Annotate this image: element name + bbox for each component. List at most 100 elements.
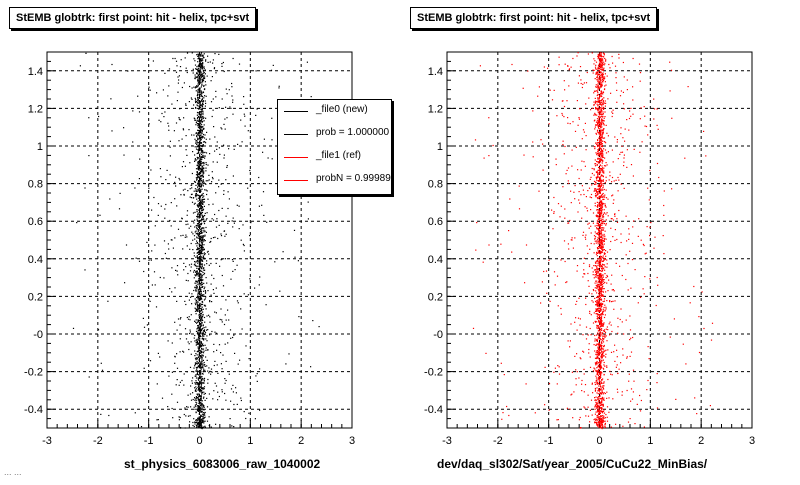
y-tick-label: 0.6 bbox=[428, 216, 443, 228]
data-point bbox=[557, 276, 558, 277]
data-point bbox=[630, 338, 631, 339]
data-point bbox=[198, 112, 199, 113]
y-tick-label: 1.4 bbox=[28, 66, 43, 78]
data-point bbox=[200, 255, 201, 256]
data-point bbox=[204, 413, 205, 414]
data-point bbox=[194, 226, 195, 227]
data-point bbox=[207, 56, 208, 57]
data-point bbox=[163, 89, 164, 90]
data-point bbox=[601, 55, 602, 56]
data-point bbox=[580, 79, 581, 80]
data-point bbox=[196, 144, 197, 145]
data-point bbox=[604, 76, 605, 77]
data-point bbox=[595, 405, 596, 406]
data-point bbox=[199, 313, 200, 314]
data-point bbox=[609, 67, 610, 68]
data-point bbox=[575, 378, 576, 379]
data-point bbox=[160, 176, 161, 177]
y-tick-label: 1 bbox=[37, 141, 43, 153]
data-point bbox=[149, 87, 150, 88]
data-point bbox=[602, 243, 603, 244]
data-point bbox=[200, 102, 201, 103]
data-point bbox=[589, 421, 590, 422]
data-point bbox=[182, 248, 183, 249]
data-point bbox=[199, 299, 200, 300]
data-point bbox=[202, 383, 203, 384]
data-point bbox=[198, 374, 199, 375]
data-point bbox=[597, 255, 598, 256]
data-point bbox=[200, 326, 201, 327]
data-point bbox=[189, 300, 190, 301]
data-point bbox=[597, 316, 598, 317]
data-point bbox=[598, 377, 599, 378]
data-point bbox=[202, 206, 203, 207]
data-point bbox=[196, 69, 197, 70]
data-point bbox=[508, 230, 509, 231]
data-point bbox=[596, 84, 597, 85]
data-point bbox=[216, 149, 217, 150]
data-point bbox=[196, 216, 197, 217]
data-point bbox=[640, 410, 641, 411]
data-point bbox=[200, 157, 201, 158]
data-point bbox=[200, 387, 201, 388]
data-point bbox=[564, 80, 565, 81]
data-point bbox=[226, 380, 227, 381]
data-point bbox=[201, 380, 202, 381]
data-point bbox=[604, 310, 605, 311]
data-point bbox=[601, 223, 602, 224]
data-point bbox=[89, 376, 90, 377]
data-point bbox=[622, 348, 623, 349]
data-point bbox=[298, 260, 299, 261]
data-point bbox=[203, 216, 204, 217]
data-point bbox=[198, 168, 199, 169]
data-point bbox=[194, 338, 195, 339]
data-point bbox=[155, 284, 156, 285]
data-point bbox=[601, 70, 602, 71]
data-point bbox=[201, 170, 202, 171]
data-point bbox=[698, 316, 699, 317]
data-point bbox=[599, 337, 600, 338]
data-point bbox=[205, 291, 206, 292]
data-point bbox=[628, 289, 629, 290]
data-point bbox=[199, 124, 200, 125]
data-point bbox=[221, 363, 222, 364]
data-point bbox=[201, 400, 202, 401]
data-point bbox=[204, 287, 205, 288]
data-point bbox=[586, 196, 587, 197]
data-point bbox=[198, 101, 199, 102]
data-point bbox=[202, 103, 203, 104]
data-point bbox=[199, 199, 200, 200]
data-point bbox=[201, 271, 202, 272]
data-point bbox=[603, 123, 604, 124]
data-point bbox=[586, 208, 587, 209]
data-point bbox=[624, 141, 625, 142]
data-point bbox=[193, 197, 194, 198]
data-point bbox=[614, 136, 615, 137]
data-point bbox=[598, 246, 599, 247]
data-point bbox=[196, 195, 197, 196]
data-point bbox=[605, 149, 606, 150]
data-point bbox=[194, 118, 195, 119]
data-point bbox=[616, 263, 617, 264]
data-point bbox=[594, 298, 595, 299]
data-point bbox=[278, 87, 279, 88]
data-point bbox=[600, 427, 601, 428]
data-point bbox=[209, 179, 210, 180]
data-point bbox=[203, 92, 204, 93]
data-point bbox=[232, 226, 233, 227]
data-point bbox=[196, 268, 197, 269]
data-point bbox=[602, 428, 603, 429]
data-point bbox=[190, 330, 191, 331]
data-point bbox=[191, 187, 192, 188]
data-point bbox=[197, 73, 198, 74]
data-point bbox=[218, 54, 219, 55]
data-point bbox=[180, 428, 181, 429]
data-point bbox=[204, 78, 205, 79]
data-point bbox=[169, 68, 170, 69]
data-point bbox=[594, 191, 595, 192]
data-point bbox=[484, 158, 485, 159]
data-point bbox=[279, 291, 280, 292]
data-point bbox=[234, 353, 235, 354]
data-point bbox=[604, 116, 605, 117]
data-point bbox=[603, 416, 604, 417]
